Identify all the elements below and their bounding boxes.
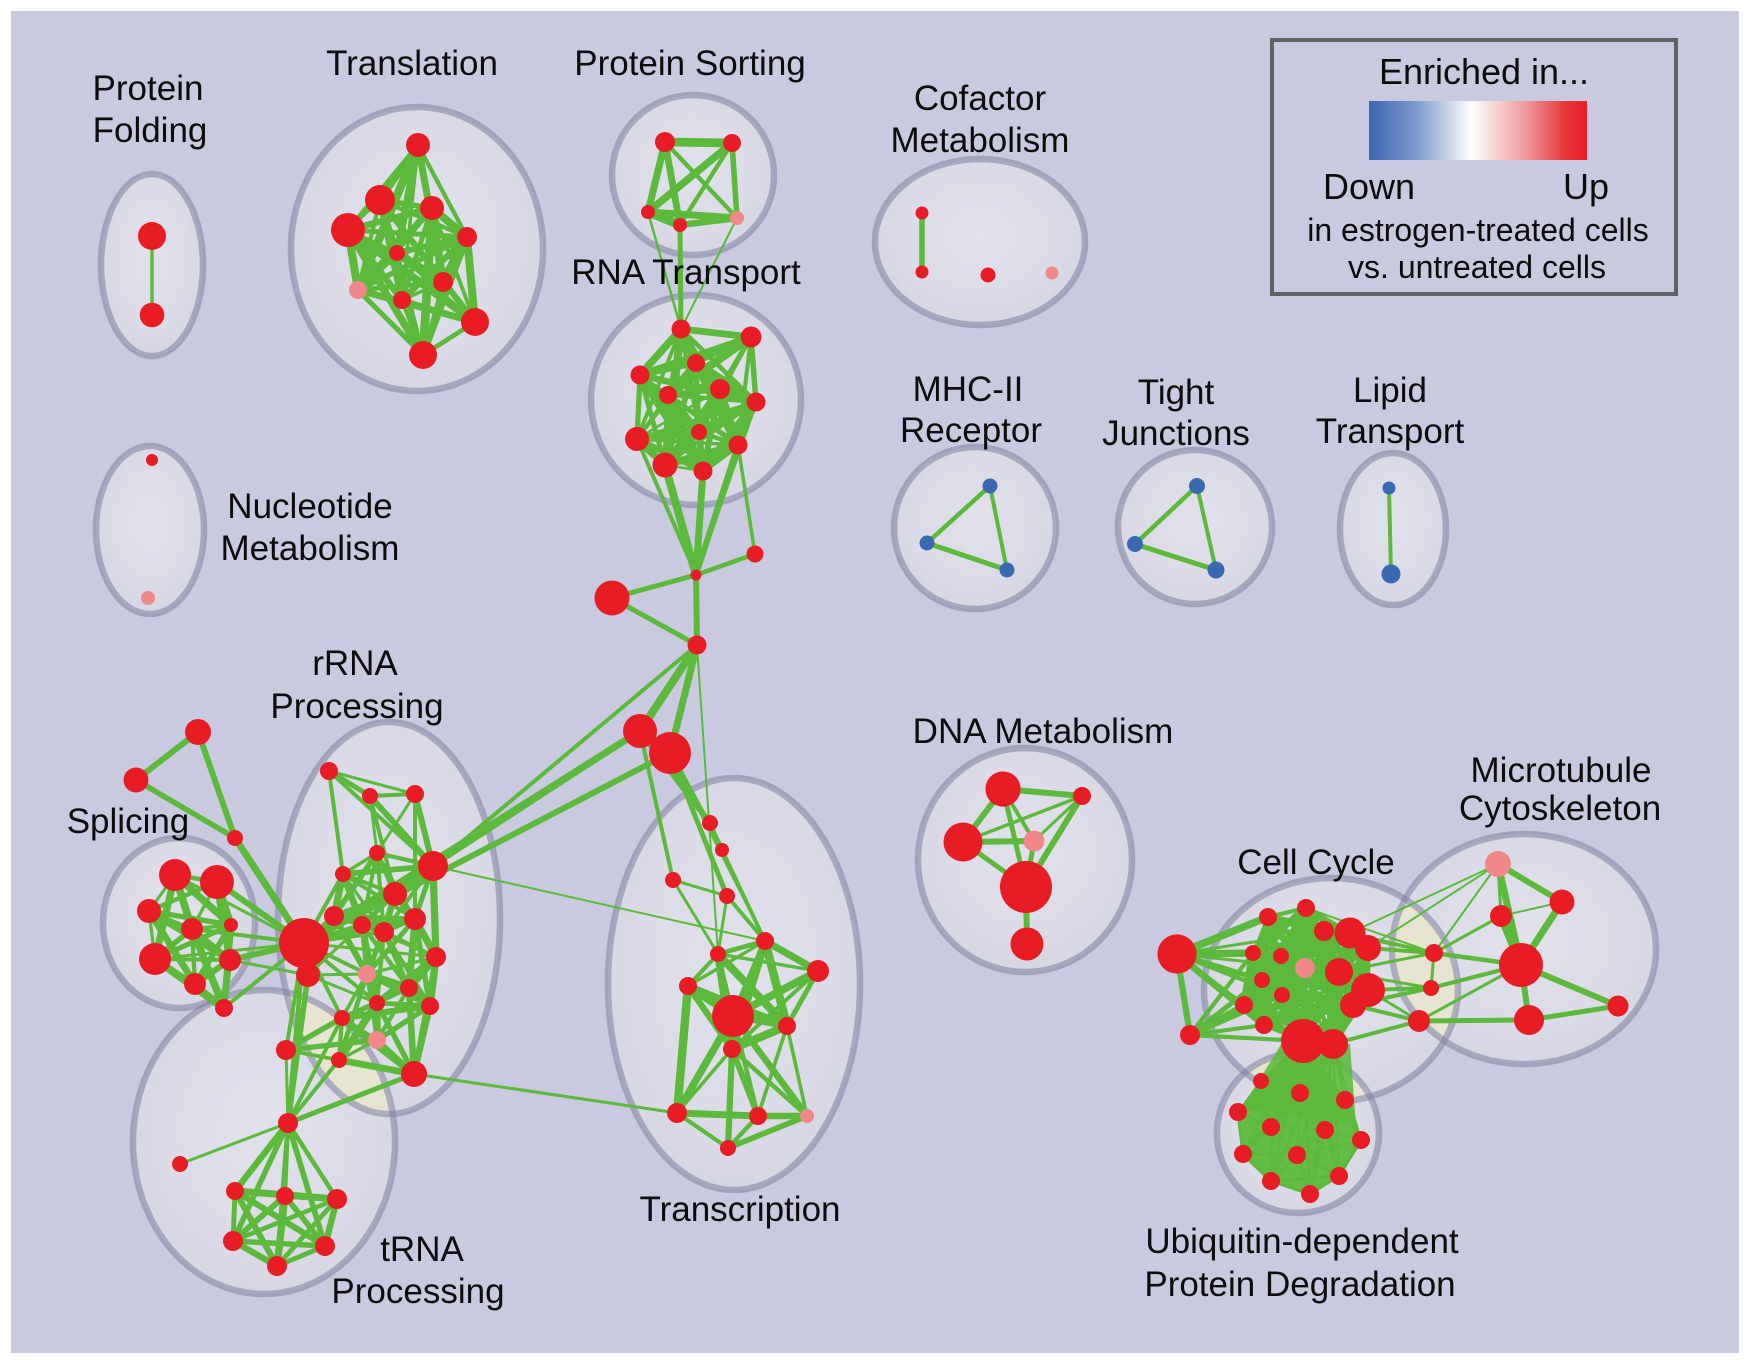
svg-text:Microtubule: Microtubule (1471, 751, 1652, 790)
svg-text:Receptor: Receptor (900, 411, 1042, 450)
svg-text:RNA Transport: RNA Transport (571, 253, 801, 292)
svg-text:Processing: Processing (270, 687, 443, 726)
svg-text:Processing: Processing (331, 1272, 504, 1311)
svg-text:Folding: Folding (93, 111, 208, 150)
svg-text:Translation: Translation (326, 44, 498, 83)
svg-text:DNA Metabolism: DNA Metabolism (913, 712, 1174, 751)
svg-text:Protein Degradation: Protein Degradation (1144, 1265, 1455, 1304)
svg-text:Metabolism: Metabolism (891, 121, 1070, 160)
svg-text:tRNA: tRNA (380, 1230, 464, 1269)
svg-text:rRNA: rRNA (312, 644, 398, 683)
svg-text:Tight: Tight (1138, 373, 1215, 412)
svg-text:Splicing: Splicing (67, 802, 190, 841)
svg-text:in estrogen-treated cells: in estrogen-treated cells (1307, 212, 1649, 248)
svg-text:Lipid: Lipid (1353, 371, 1427, 410)
svg-text:Up: Up (1563, 166, 1609, 207)
svg-text:Metabolism: Metabolism (221, 529, 400, 568)
svg-text:Transport: Transport (1316, 412, 1465, 451)
svg-text:Enriched in...: Enriched in... (1379, 51, 1589, 92)
svg-text:Ubiquitin-dependent: Ubiquitin-dependent (1145, 1222, 1459, 1261)
svg-text:Cytoskeleton: Cytoskeleton (1459, 789, 1661, 828)
svg-text:Protein: Protein (93, 69, 204, 108)
svg-text:Protein Sorting: Protein Sorting (574, 44, 806, 83)
svg-text:MHC-II: MHC-II (913, 370, 1024, 409)
svg-text:vs. untreated cells: vs. untreated cells (1348, 249, 1606, 285)
svg-text:Cofactor: Cofactor (914, 79, 1047, 118)
svg-text:Junctions: Junctions (1102, 414, 1250, 453)
svg-text:Transcription: Transcription (640, 1190, 841, 1229)
svg-text:Cell Cycle: Cell Cycle (1237, 843, 1395, 882)
svg-text:Nucleotide: Nucleotide (227, 487, 392, 526)
svg-text:Down: Down (1323, 166, 1415, 207)
